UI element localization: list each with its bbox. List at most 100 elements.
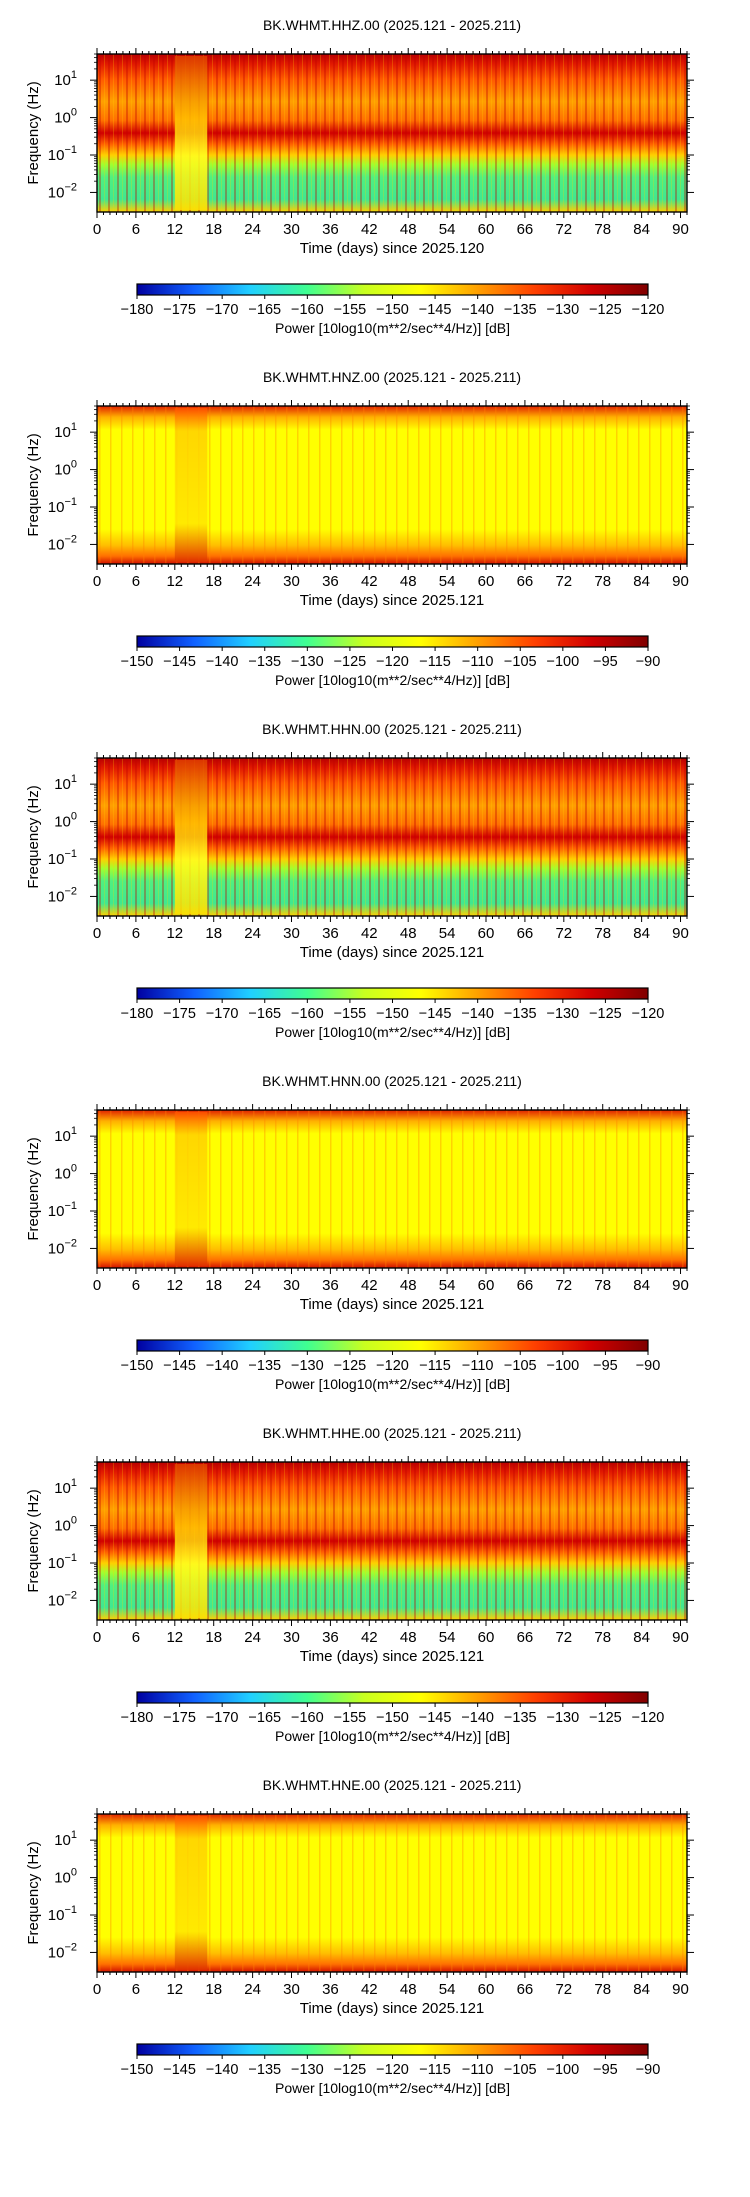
x-tick-label: 30 xyxy=(283,573,300,590)
y-tick-exponent: 1 xyxy=(71,421,77,433)
x-tick-label: 0 xyxy=(93,221,101,238)
plot-frame xyxy=(96,53,688,213)
x-tick-label: 66 xyxy=(517,925,534,942)
y-tick-label: 10−2 xyxy=(48,1237,77,1257)
y-tick-base: 10 xyxy=(54,1518,71,1535)
x-tick-label: 90 xyxy=(672,1277,689,1294)
colorbar-tick-label: −160 xyxy=(291,1006,324,1022)
y-tick-exponent: 0 xyxy=(71,459,77,471)
x-tick-label: 90 xyxy=(672,573,689,590)
x-tick-label: 66 xyxy=(517,1981,534,1998)
y-tick-label: 101 xyxy=(54,773,77,793)
x-tick-label: 72 xyxy=(555,1629,572,1646)
colorbar-tick-label: −125 xyxy=(589,1710,622,1726)
y-tick-label: 10−2 xyxy=(48,1589,77,1609)
y-tick-base: 10 xyxy=(54,72,71,89)
colorbar-tick-label: −120 xyxy=(376,2062,409,2078)
colorbar-tick-label: −165 xyxy=(248,302,281,318)
colorbar-tick-label: −120 xyxy=(376,1358,409,1374)
x-tick-label: 30 xyxy=(283,1277,300,1294)
x-tick-label: 12 xyxy=(166,573,183,590)
colorbar-tick-label: −120 xyxy=(632,302,665,318)
colorbar-tick-label: −145 xyxy=(163,654,196,670)
x-axis-label: Time (days) since 2025.121 xyxy=(300,1296,485,1313)
y-axis-label: Frequency (Hz) xyxy=(25,433,42,536)
y-tick-label: 10−1 xyxy=(48,1200,77,1220)
panel-4: BK.WHMT.HNN.00 (2025.121 - 2025.211)0 6 12… xyxy=(25,1073,694,1392)
y-tick-base: 10 xyxy=(48,184,65,201)
colorbar-tick-label: −135 xyxy=(504,302,537,318)
x-tick-label: 90 xyxy=(672,1629,689,1646)
x-tick-label: 84 xyxy=(633,221,650,238)
y-tick-base: 10 xyxy=(48,888,65,905)
x-tick-label: 0 xyxy=(93,1981,101,1998)
y-tick-base: 10 xyxy=(54,1832,71,1849)
colorbar-tick-label: −120 xyxy=(632,1710,665,1726)
x-tick-label: 36 xyxy=(322,1277,339,1294)
x-tick-label: 78 xyxy=(594,1277,611,1294)
colorbar xyxy=(137,284,648,295)
x-tick-label: 24 xyxy=(244,1277,261,1294)
x-tick-label: 54 xyxy=(439,573,456,590)
colorbar-tick-label: −150 xyxy=(376,1006,409,1022)
y-tick-exponent: 1 xyxy=(71,1829,77,1841)
colorbar-tick-label: −150 xyxy=(121,2062,154,2078)
x-tick-label: 54 xyxy=(439,1277,456,1294)
colorbar-tick-label: −140 xyxy=(461,302,494,318)
colorbar-label: Power [10log10(m**2/sec**4/Hz)] [dB] xyxy=(275,1728,510,1744)
y-tick-exponent: −1 xyxy=(64,496,77,508)
colorbar-tick-label: −130 xyxy=(291,1358,324,1374)
x-tick-label: 6 xyxy=(132,573,140,590)
y-tick-base: 10 xyxy=(48,1555,65,1572)
x-axis-label: Time (days) since 2025.121 xyxy=(300,592,485,609)
x-tick-label: 66 xyxy=(517,1277,534,1294)
y-tick-label: 10−2 xyxy=(48,885,77,905)
y-tick-exponent: 1 xyxy=(71,1477,77,1489)
x-tick-label: 72 xyxy=(555,1981,572,1998)
y-tick-exponent: −2 xyxy=(64,1589,77,1601)
x-tick-label: 42 xyxy=(361,1629,378,1646)
panel-1: BK.WHMT.HHZ.00 (2025.121 - 2025.211)0 6 12… xyxy=(25,17,694,336)
colorbar-tick-label: −155 xyxy=(334,302,367,318)
plot-frame xyxy=(96,1461,688,1621)
y-tick-base: 10 xyxy=(54,776,71,793)
x-tick-label: 54 xyxy=(439,1629,456,1646)
colorbar-tick-label: −135 xyxy=(248,1358,281,1374)
x-tick-label: 24 xyxy=(244,925,261,942)
y-tick-exponent: −1 xyxy=(64,1200,77,1212)
colorbar-tick-label: −110 xyxy=(462,1358,494,1374)
x-tick-label: 78 xyxy=(594,221,611,238)
y-tick-exponent: −2 xyxy=(64,181,77,193)
x-tick-label: 42 xyxy=(361,925,378,942)
colorbar-tick-label: −100 xyxy=(546,1358,579,1374)
x-tick-label: 18 xyxy=(205,1629,222,1646)
colorbar-tick-label: −145 xyxy=(419,302,452,318)
x-tick-label: 0 xyxy=(93,1277,101,1294)
colorbar-tick-label: −150 xyxy=(376,1710,409,1726)
colorbar-tick-label: −130 xyxy=(546,1710,579,1726)
colorbar xyxy=(137,636,648,647)
x-tick-label: 60 xyxy=(478,221,495,238)
data-gap-band xyxy=(174,408,208,562)
colorbar-tick-label: −140 xyxy=(206,1358,239,1374)
x-axis-label: Time (days) since 2025.121 xyxy=(300,944,485,961)
colorbar-tick-label: −145 xyxy=(419,1710,452,1726)
colorbar-tick-label: −125 xyxy=(589,302,622,318)
x-tick-label: 42 xyxy=(361,1277,378,1294)
x-tick-label: 78 xyxy=(594,1981,611,1998)
y-tick-base: 10 xyxy=(54,814,71,831)
colorbar-tick-label: −135 xyxy=(248,2062,281,2078)
colorbar-tick-label: −125 xyxy=(589,1006,622,1022)
x-tick-label: 78 xyxy=(594,573,611,590)
x-tick-label: 24 xyxy=(244,1981,261,1998)
x-tick-label: 36 xyxy=(322,1981,339,1998)
colorbar-tick-label: −130 xyxy=(291,654,324,670)
x-tick-label: 6 xyxy=(132,221,140,238)
x-axis-label: Time (days) since 2025.121 xyxy=(300,2000,485,2017)
y-axis-label: Frequency (Hz) xyxy=(25,785,42,888)
data-gap-band xyxy=(174,1112,208,1266)
colorbar-tick-label: −165 xyxy=(248,1006,281,1022)
x-tick-label: 90 xyxy=(672,221,689,238)
y-tick-label: 101 xyxy=(54,1477,77,1497)
